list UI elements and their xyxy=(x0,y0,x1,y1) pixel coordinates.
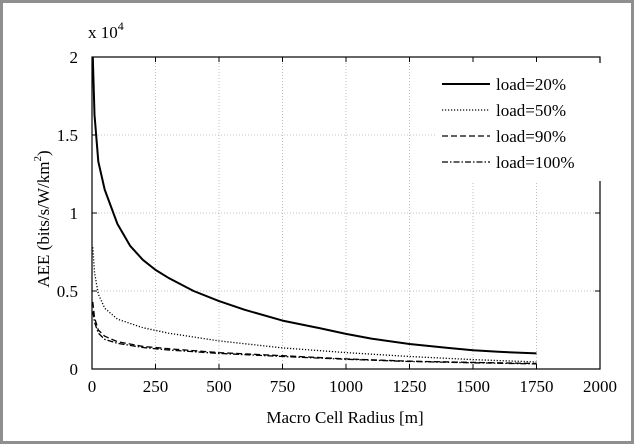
y-axis-label: AEE (bits/s/W/km2) xyxy=(32,150,53,287)
axis-ticks: 0 250 500 750 1000 1250 1500 1750 2000 0 0.5 1 1.5 2 xyxy=(57,48,617,396)
series-line-1 xyxy=(91,56,537,355)
x-tick-label: 750 xyxy=(270,377,296,396)
x-tick-label: 250 xyxy=(143,377,169,396)
y-axis-label-superscript: 2 xyxy=(32,156,44,162)
x-tick-label: 2000 xyxy=(583,377,617,396)
x-tick-label: 1000 xyxy=(329,377,363,396)
x-tick-label: 1250 xyxy=(393,377,427,396)
legend-label-2: load=50% xyxy=(496,101,566,120)
x-tick-label: 500 xyxy=(206,377,232,396)
series-lines xyxy=(91,56,537,365)
x-tick-label: 1750 xyxy=(520,377,554,396)
y-tick-label: 1.5 xyxy=(57,126,78,145)
legend-label-1: load=20% xyxy=(496,75,566,94)
y-axis-label-end: ) xyxy=(34,150,53,156)
y-multiplier: x 104 xyxy=(88,19,124,42)
legend-label-4: load=100% xyxy=(496,153,575,172)
series-line-4 xyxy=(92,311,537,365)
y-multiplier-exponent: 4 xyxy=(118,19,124,33)
y-axis-label-main: AEE (bits/s/W/km xyxy=(34,162,53,288)
y-tick-label: 1 xyxy=(70,204,79,223)
legend: load=20% load=50% load=90% load=100% xyxy=(442,75,575,172)
series-line-2 xyxy=(92,247,537,363)
y-tick-label: 2 xyxy=(70,48,79,67)
y-tick-label: 0 xyxy=(70,360,79,379)
legend-box xyxy=(436,63,610,181)
x-tick-label: 1500 xyxy=(456,377,490,396)
y-tick-label: 0.5 xyxy=(57,282,78,301)
legend-label-3: load=90% xyxy=(496,127,566,146)
x-tick-label: 0 xyxy=(88,377,97,396)
y-multiplier-base: x 10 xyxy=(88,23,118,42)
x-axis-label: Macro Cell Radius [m] xyxy=(266,408,423,427)
series-line-3 xyxy=(92,301,537,365)
